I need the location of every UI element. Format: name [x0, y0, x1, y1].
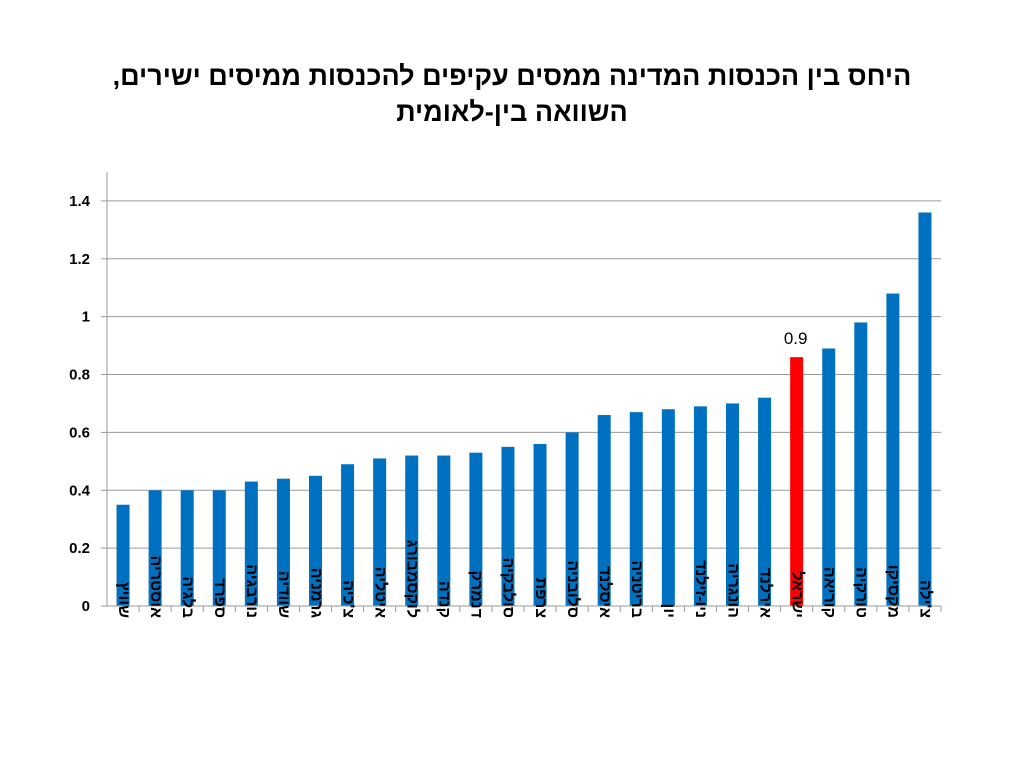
x-tick-label: צ'כיה [339, 580, 356, 618]
chart-title-line-1: היחס בין הכנסות המדינה ממסים עקיפים להכנ… [112, 61, 912, 91]
bar [758, 397, 772, 606]
x-tick-label: בלגיה [179, 576, 197, 618]
x-tick-label: דנמרק [468, 570, 485, 618]
bar [469, 452, 483, 606]
x-tick-label: טורקיה [853, 567, 870, 618]
bar [918, 212, 932, 607]
bar [565, 432, 579, 606]
bar [533, 443, 547, 606]
y-tick-label: 1 [82, 309, 90, 326]
x-tick-label: אוסטריה [147, 556, 164, 619]
y-tick-label: 1.2 [69, 251, 90, 268]
data-label: 0.9 [784, 329, 808, 348]
x-tick-label: שוודיה [275, 571, 292, 618]
x-tick-label: צ'ילה [917, 580, 935, 618]
x-tick-label: איסלנד [596, 566, 614, 618]
x-tick-label: יון [660, 604, 677, 618]
bar-highlighted [790, 357, 804, 606]
gridlines [107, 200, 941, 549]
x-tick-label: סלובניה [564, 560, 582, 618]
x-tick-label: מקסיקו [885, 565, 902, 618]
x-tick-label: ניו-זילנד [692, 560, 710, 618]
x-tick-label: צרפת [532, 578, 549, 618]
bar [629, 412, 643, 606]
x-tick-label: נורבגיה [243, 564, 260, 618]
bar [437, 455, 451, 606]
bar [244, 481, 258, 606]
x-tick-label: הונגריה [724, 563, 741, 618]
x-tick-label: קוריאה [820, 567, 837, 618]
bar [116, 504, 130, 606]
bar [276, 478, 290, 606]
x-tick-label: סולבקיה [500, 557, 518, 618]
y-tick-label: 0.4 [69, 482, 91, 499]
bar [180, 490, 194, 606]
bars [116, 212, 932, 607]
x-tick-label: קנדה [436, 581, 453, 618]
x-tick-label: איטליה [371, 567, 389, 618]
bar [726, 403, 739, 606]
x-tick-label: ספרד [211, 578, 228, 618]
x-tick-label: לוקסמבורג [403, 540, 421, 618]
bar [405, 455, 419, 606]
y-tick-label: 1.4 [69, 193, 91, 210]
bar [693, 406, 707, 606]
x-tick-label: גרמניה [307, 568, 324, 619]
chart-title-line-2: השוואה בין-לאומית [396, 97, 628, 127]
bar [309, 475, 322, 606]
x-tick-label: ישראל [788, 571, 806, 618]
bar [373, 458, 387, 606]
y-tick-labels: 0 0.2 0.4 0.6 0.8 1 1.2 1.4 [69, 193, 91, 615]
bar [886, 293, 900, 606]
bar [661, 409, 675, 606]
x-tick-label: שוויץ [115, 582, 132, 618]
chart-title: היחס בין הכנסות המדינה ממסים עקיפים להכנ… [40, 58, 984, 130]
y-tick-label: 0.6 [69, 424, 90, 441]
x-tick-labels: שוויץ אוסטריה בלגיה ספרד נורבגיה שוודיה גרמניה… [115, 540, 935, 619]
bar [501, 446, 515, 606]
x-tick-label: בריטניה [628, 560, 645, 618]
bar [148, 490, 162, 606]
bar [341, 464, 355, 606]
x-tick-label: אירלנד [756, 568, 774, 618]
axes [101, 172, 942, 612]
bar [212, 490, 226, 606]
bar [597, 415, 611, 606]
y-tick-label: 0.8 [69, 367, 90, 384]
data-labels: 0.9 [784, 329, 808, 348]
bar [822, 348, 836, 606]
y-tick-label: 0.2 [69, 540, 90, 557]
bar [854, 322, 868, 606]
y-tick-label: 0 [82, 598, 90, 615]
